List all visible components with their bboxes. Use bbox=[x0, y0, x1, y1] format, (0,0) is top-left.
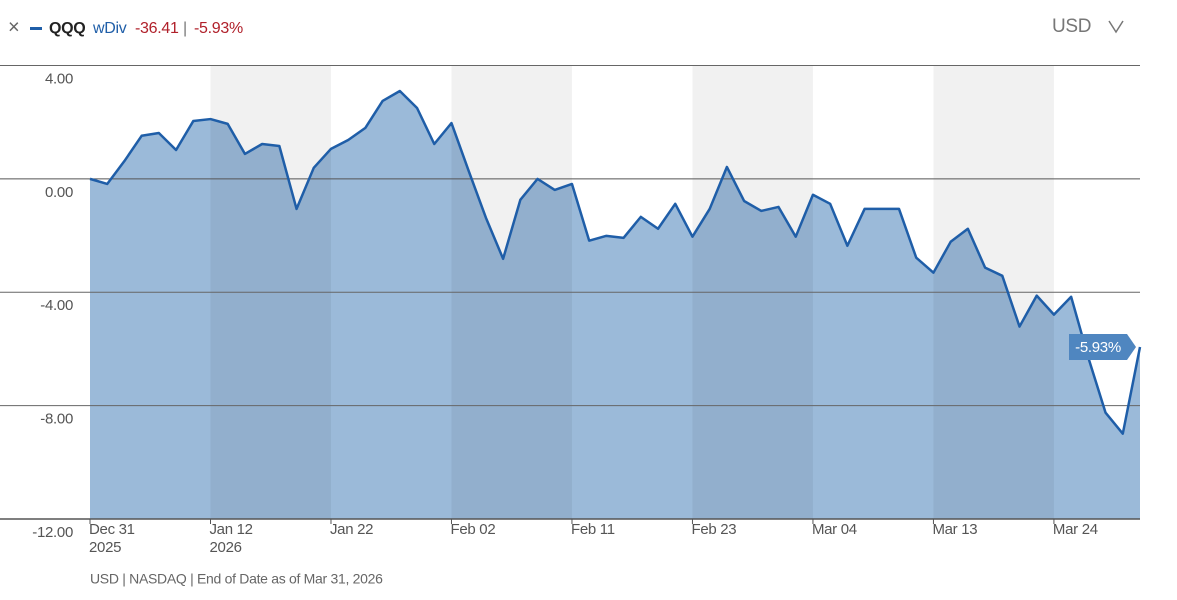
y-tick-label: -4.00 bbox=[40, 297, 73, 314]
end-label: -5.93% bbox=[1069, 333, 1136, 360]
separator: | bbox=[183, 20, 187, 37]
x-tick-label: Mar 24 bbox=[1053, 521, 1098, 538]
currency[interactable]: USD bbox=[1052, 16, 1092, 37]
x-tick-label: Feb 11 bbox=[571, 521, 615, 538]
end-label-box bbox=[1069, 333, 1136, 360]
y-tick-label: 0.00 bbox=[45, 184, 73, 201]
area bbox=[90, 91, 1140, 519]
x-tick-label: Jan 12 bbox=[209, 521, 252, 538]
y-tick-label: 4.00 bbox=[45, 70, 73, 87]
x-tick-label: Mar 04 bbox=[812, 521, 857, 538]
x-tick-label: Mar 13 bbox=[932, 521, 977, 538]
mode: wDiv bbox=[92, 20, 127, 37]
legend-name: QQQ bbox=[49, 20, 85, 37]
y-tick-label: -12.00 bbox=[32, 524, 73, 541]
change-pct: -5.93% bbox=[194, 20, 243, 37]
close-icon[interactable]: × bbox=[8, 16, 20, 38]
x-year-label: 2025 bbox=[89, 539, 121, 556]
x-tick-label: Jan 22 bbox=[330, 521, 373, 538]
y-tick-label: -8.00 bbox=[40, 411, 73, 428]
end-label-text: -5.93% bbox=[1075, 339, 1121, 356]
chevron[interactable] bbox=[1108, 20, 1124, 34]
x-year-label: 2026 bbox=[209, 539, 241, 556]
x-tick-label: Feb 02 bbox=[450, 521, 495, 538]
x-tick-label: Feb 23 bbox=[691, 521, 736, 538]
x-tick-label: Dec 31 bbox=[89, 521, 135, 538]
footer: USD | NASDAQ | End of Date as of Mar 31,… bbox=[90, 571, 383, 587]
change: -36.41 bbox=[135, 20, 179, 37]
legend-swatch bbox=[30, 27, 42, 30]
line bbox=[89, 89, 1142, 435]
